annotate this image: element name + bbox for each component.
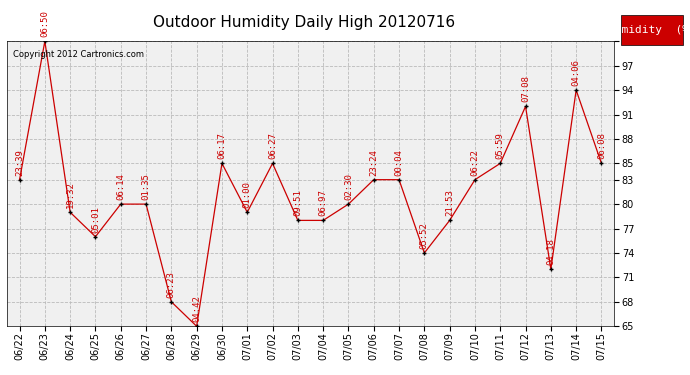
Text: 19:32: 19:32	[66, 181, 75, 208]
Point	[419, 250, 430, 256]
Point	[217, 160, 228, 166]
Text: 05:52: 05:52	[420, 222, 429, 249]
Point	[14, 177, 25, 183]
Point	[571, 87, 582, 93]
Text: 04:42: 04:42	[192, 295, 201, 322]
Point	[545, 266, 556, 272]
Point	[90, 234, 101, 240]
Point	[495, 160, 506, 166]
Text: 05:59: 05:59	[495, 132, 505, 159]
Text: Humidity  (%): Humidity (%)	[608, 25, 690, 35]
Point	[267, 160, 278, 166]
Point	[293, 217, 304, 223]
Point	[115, 201, 126, 207]
Point	[368, 177, 380, 183]
Point	[166, 299, 177, 305]
Point	[343, 201, 354, 207]
Text: 09:51: 09:51	[293, 189, 302, 216]
Text: 06:17: 06:17	[217, 132, 226, 159]
Text: 06:50: 06:50	[40, 10, 50, 37]
Point	[444, 217, 455, 223]
Text: Outdoor Humidity Daily High 20120716: Outdoor Humidity Daily High 20120716	[152, 15, 455, 30]
Text: 05:01: 05:01	[91, 206, 100, 232]
Text: 06:08: 06:08	[597, 132, 606, 159]
Text: 00:04: 00:04	[395, 149, 404, 176]
Text: 04:18: 04:18	[546, 238, 555, 265]
Text: 21:53: 21:53	[445, 189, 454, 216]
Point	[191, 323, 202, 329]
Text: 02:30: 02:30	[344, 173, 353, 200]
Text: 01:00: 01:00	[243, 181, 252, 208]
Text: Copyright 2012 Cartronics.com: Copyright 2012 Cartronics.com	[13, 50, 144, 59]
Point	[393, 177, 404, 183]
Text: 07:08: 07:08	[521, 75, 530, 102]
Text: 06:27: 06:27	[268, 132, 277, 159]
Text: 04:06: 04:06	[571, 59, 581, 86]
Text: 06:14: 06:14	[116, 173, 126, 200]
Text: 06:97: 06:97	[319, 189, 328, 216]
Point	[39, 38, 50, 44]
Text: 06:23: 06:23	[167, 271, 176, 298]
Text: 23:39: 23:39	[15, 149, 24, 176]
Text: 23:24: 23:24	[369, 149, 378, 176]
Point	[141, 201, 152, 207]
Text: 06:22: 06:22	[471, 149, 480, 176]
Point	[241, 209, 253, 215]
Point	[596, 160, 607, 166]
Point	[317, 217, 328, 223]
Text: 01:35: 01:35	[141, 173, 150, 200]
Point	[520, 104, 531, 110]
Point	[469, 177, 480, 183]
Point	[65, 209, 76, 215]
